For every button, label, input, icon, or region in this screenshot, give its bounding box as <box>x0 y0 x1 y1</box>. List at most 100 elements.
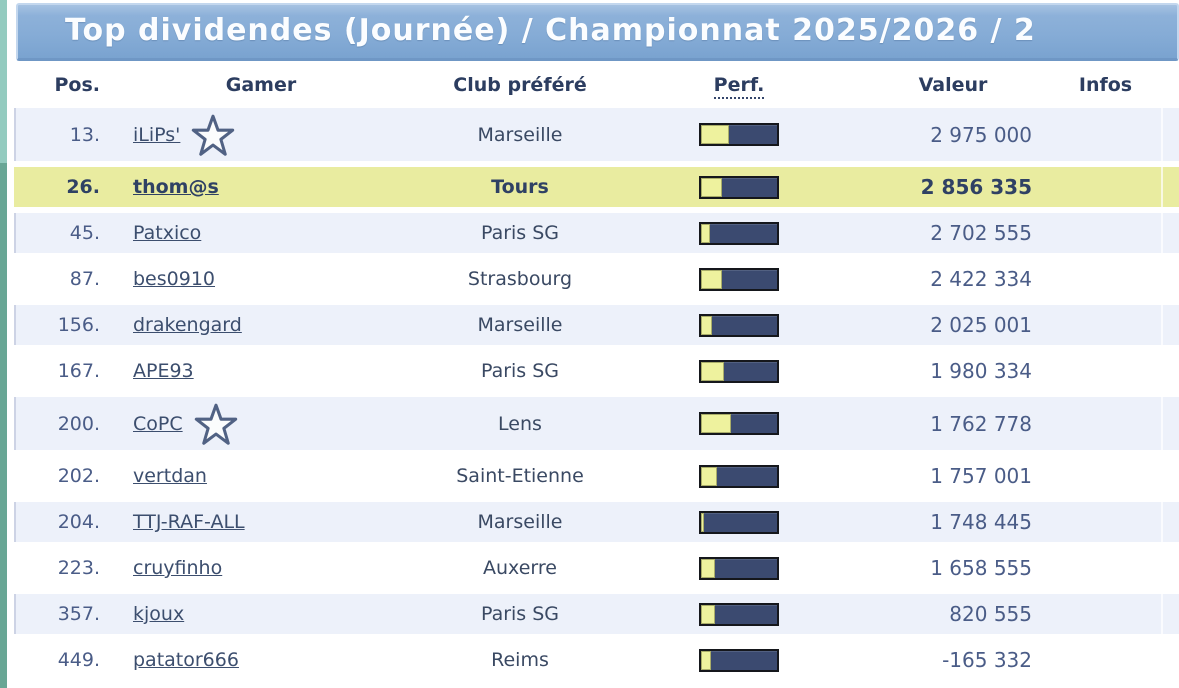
perf-bar <box>699 123 779 146</box>
perf-bar <box>699 267 779 291</box>
perf-cell <box>620 313 858 337</box>
infos-cell <box>1048 397 1163 450</box>
club-cell: Lens <box>498 412 542 435</box>
perf-bar-fill <box>701 512 705 532</box>
perf-bar <box>699 510 779 534</box>
gamer-link[interactable]: patator666 <box>133 649 239 671</box>
table-row: 45. Patxico Paris SG 2 702 555 <box>14 213 1179 253</box>
gamer-link[interactable]: cruyfinho <box>133 557 223 579</box>
perf-bar-fill <box>701 315 713 335</box>
perf-cell <box>620 510 858 534</box>
club-cell: Marseille <box>477 314 563 336</box>
value-cell: 1 658 555 <box>930 556 1032 580</box>
table-header-row: Pos. Gamer Club préféré Perf. Valeur Inf… <box>14 67 1179 102</box>
gamer-cell: thom@s <box>102 176 420 198</box>
gamer-cell: kjoux <box>102 603 420 625</box>
perf-bar <box>699 464 779 488</box>
table-row: 167. APE93 Paris SG 1 980 334 <box>14 351 1179 391</box>
perf-bar <box>699 556 779 580</box>
value-cell: 2 856 335 <box>920 175 1032 199</box>
value-cell: 2 422 334 <box>930 267 1032 291</box>
club-cell: Saint-Etienne <box>456 465 584 487</box>
page-edge-strip-bottom <box>0 163 7 688</box>
infos-cell <box>1048 167 1163 207</box>
column-header-infos: Infos <box>1078 73 1133 96</box>
perf-bar <box>699 648 779 672</box>
infos-cell <box>1048 640 1163 680</box>
gamer-link[interactable]: drakengard <box>133 314 242 336</box>
infos-cell <box>1048 548 1163 588</box>
gamer-cell: bes0910 <box>102 268 420 290</box>
value-cell: 2 025 001 <box>930 313 1032 337</box>
gamer-link[interactable]: iLiPs' <box>133 123 181 146</box>
page-edge-strip-top <box>0 0 7 163</box>
perf-bar-fill <box>701 466 717 486</box>
infos-cell <box>1048 305 1163 345</box>
perf-tooltip-trigger[interactable]: Perf. <box>713 73 765 99</box>
table-row: 26. thom@s Tours 2 856 335 <box>14 167 1179 207</box>
value-cell: 2 702 555 <box>930 221 1032 245</box>
gamer-cell: iLiPs' <box>102 114 420 156</box>
value-cell: 1 762 778 <box>930 411 1032 436</box>
gamer-cell: Patxico <box>102 222 420 244</box>
value-cell: 1 757 001 <box>930 464 1032 488</box>
perf-bar <box>699 359 779 383</box>
perf-bar-fill <box>701 650 711 670</box>
table-row: 449. patator666 Reims -165 332 <box>14 640 1179 680</box>
gamer-link[interactable]: thom@s <box>133 176 219 198</box>
table-row: 223. cruyfinho Auxerre 1 658 555 <box>14 548 1179 588</box>
page-edge-strip <box>0 0 7 688</box>
position-cell: 202. <box>57 465 100 487</box>
gamer-cell: patator666 <box>102 649 420 671</box>
gamer-link[interactable]: CoPC <box>133 412 183 435</box>
club-cell: Reims <box>491 649 549 671</box>
perf-bar-fill <box>701 361 724 381</box>
position-cell: 357. <box>57 603 100 625</box>
table-row: 13. iLiPs' Marseille 2 975 000 <box>14 108 1179 161</box>
column-header-pos: Pos. <box>54 73 100 96</box>
gamer-link[interactable]: Patxico <box>133 222 202 244</box>
perf-bar-fill <box>701 604 715 624</box>
position-cell: 156. <box>57 314 100 336</box>
perf-bar <box>699 602 779 626</box>
gamer-link[interactable]: bes0910 <box>133 268 216 290</box>
page-title: Top dividendes (Journée) / Championnat 2… <box>65 13 1036 48</box>
value-cell: 2 975 000 <box>930 122 1032 147</box>
club-cell: Auxerre <box>483 557 557 579</box>
position-cell: 13. <box>69 123 100 146</box>
page-title-bar: Top dividendes (Journée) / Championnat 2… <box>16 3 1179 61</box>
club-cell: Tours <box>491 176 549 198</box>
perf-bar <box>699 221 779 245</box>
perf-cell <box>620 175 858 199</box>
position-cell: 45. <box>69 222 100 244</box>
table-row: 87. bes0910 Strasbourg 2 422 334 <box>14 259 1179 299</box>
gamer-link[interactable]: APE93 <box>133 360 194 382</box>
gamer-cell: cruyfinho <box>102 557 420 579</box>
position-cell: 87. <box>69 268 100 290</box>
perf-bar-fill <box>701 558 715 578</box>
value-cell: 1 748 445 <box>930 510 1032 534</box>
star-icon <box>192 114 235 156</box>
gamer-link[interactable]: TTJ-RAF-ALL <box>133 511 245 533</box>
table-row: 357. kjoux Paris SG 820 555 <box>14 594 1179 634</box>
position-cell: 223. <box>57 557 100 579</box>
perf-bar <box>699 313 779 337</box>
infos-cell <box>1048 594 1163 634</box>
perf-bar-fill <box>701 414 732 433</box>
table-row: 204. TTJ-RAF-ALL Marseille 1 748 445 <box>14 502 1179 542</box>
perf-bar-fill <box>701 223 711 243</box>
perf-cell <box>620 359 858 383</box>
gamer-link[interactable]: kjoux <box>133 603 185 625</box>
club-cell: Paris SG <box>480 360 560 382</box>
infos-cell <box>1048 213 1163 253</box>
position-cell: 167. <box>57 360 100 382</box>
infos-cell <box>1048 351 1163 391</box>
infos-cell <box>1048 456 1163 496</box>
perf-cell <box>620 123 858 146</box>
value-cell: -165 332 <box>942 648 1032 672</box>
perf-bar <box>699 412 779 435</box>
perf-cell <box>620 464 858 488</box>
gamer-cell: TTJ-RAF-ALL <box>102 511 420 533</box>
gamer-link[interactable]: vertdan <box>133 465 207 487</box>
